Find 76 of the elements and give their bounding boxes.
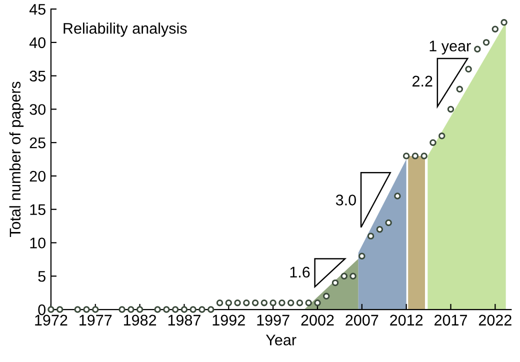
point [48,306,54,313]
point [216,299,224,306]
point [350,272,356,280]
point [500,19,508,26]
point [225,299,232,306]
annotation: 3.0 [336,194,356,206]
point [92,306,99,313]
point [270,299,276,306]
y-tick-label: 30 [30,104,46,115]
point [482,39,490,46]
x-tick-label: 2022 [478,314,512,326]
point [136,306,144,313]
x-tick-label: 2012 [390,314,423,326]
point [118,306,126,313]
x-tick-label: 2002 [301,314,334,326]
point [385,219,392,226]
x-tick-label: 2017 [434,314,467,326]
point [243,299,250,306]
point [314,299,321,306]
point [56,306,64,313]
point [172,306,179,313]
point [208,306,214,313]
y-tick-label: 40 [29,37,46,48]
point [492,26,499,32]
x-tick-label: 1972 [35,314,68,326]
point [402,152,410,160]
x-tick-label: 1977 [80,314,112,326]
y-tick-label: 5 [38,271,46,282]
point [340,272,348,280]
point [474,46,481,52]
point [83,306,90,313]
point [323,292,330,300]
point [287,299,294,306]
point [163,306,170,313]
y-tick-label: 45 [29,4,46,15]
point [332,279,339,286]
point [190,306,196,313]
point [128,306,134,313]
point [438,132,446,140]
point [367,232,374,240]
point [376,226,384,233]
x-tick-label: 1997 [257,314,290,326]
point [465,66,472,73]
annotation: 1.6 [290,266,310,278]
point [74,306,81,313]
point [358,252,366,260]
y-tick-label: 35 [30,70,46,82]
x-axis-title: Year [266,334,296,346]
point [305,299,312,306]
point [260,299,268,306]
point [278,299,286,306]
x-tick-label: 1992 [212,314,245,326]
x-tick-label: 1987 [168,314,200,326]
x-tick-label: 1982 [124,314,156,326]
y-tick-label: 15 [30,204,46,216]
point [430,139,436,146]
x-tick-label: 2007 [346,314,378,326]
point [252,299,259,306]
y-tick-label: 10 [30,238,46,248]
annotation: 1 year [430,40,471,54]
point [180,306,188,313]
point [198,306,206,313]
y-tick-label: 0 [38,304,46,316]
point [456,86,463,93]
point [234,299,241,306]
text: Reliability analysis [64,22,187,37]
point [420,152,428,160]
y-tick-label: 20 [30,170,46,182]
annotation: 2.2 [412,76,432,86]
point [412,152,419,160]
point [154,306,161,313]
y-axis-title: Total number of papers [9,82,24,238]
point [447,106,454,113]
y-tick-label: 25 [30,137,46,148]
point [296,299,304,306]
point [394,192,401,200]
